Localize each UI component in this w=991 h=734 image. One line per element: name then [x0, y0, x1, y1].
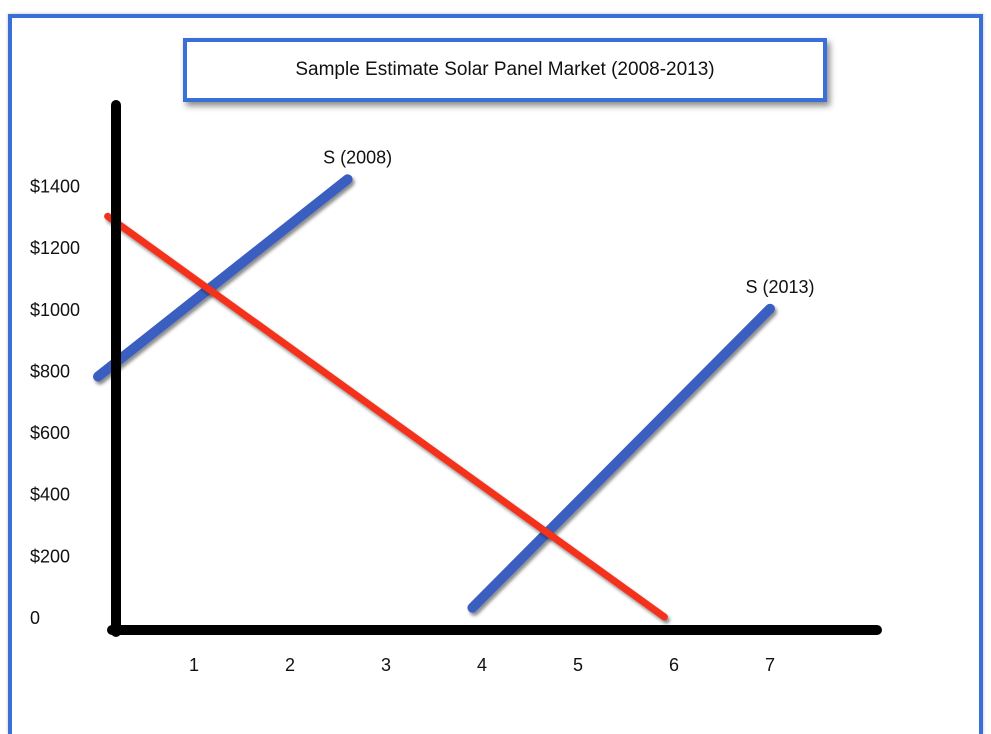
y-tick-label: $800: [30, 361, 70, 381]
y-tick-label: $1200: [30, 238, 80, 258]
series-label-0: S (2008): [323, 147, 392, 167]
x-tick-label: 7: [765, 655, 775, 675]
y-tick-label: $200: [30, 546, 70, 566]
y-tick-label: $600: [30, 423, 70, 443]
x-tick-label: 4: [477, 655, 487, 675]
labels-layer: S (2008) S (2013) 1 2 3 4 5 6 7 0 $200 $400 $600 $800…: [30, 147, 815, 675]
chart-frame: [8, 14, 983, 734]
series-layer: [93, 174, 775, 621]
chart-title: Sample Estimate Solar Panel Market (2008…: [295, 59, 715, 80]
series-line-1: [467, 303, 775, 613]
x-tick-label: 2: [285, 655, 295, 675]
y-tick-label: $1400: [30, 176, 80, 196]
x-tick-label: 3: [381, 655, 391, 675]
y-tick-label: 0: [30, 608, 40, 628]
y-tick-label: $1000: [30, 300, 80, 320]
x-tick-label: 5: [573, 655, 583, 675]
y-tick-label: $400: [30, 485, 70, 505]
chart-title-box: Sample Estimate Solar Panel Market (2008…: [183, 38, 827, 102]
series-line-0: [93, 174, 353, 382]
x-tick-label: 6: [669, 655, 679, 675]
series-line-2: [104, 212, 668, 621]
series-label-1: S (2013): [745, 277, 814, 297]
axes-layer: [107, 100, 882, 637]
x-tick-label: 1: [189, 655, 199, 675]
